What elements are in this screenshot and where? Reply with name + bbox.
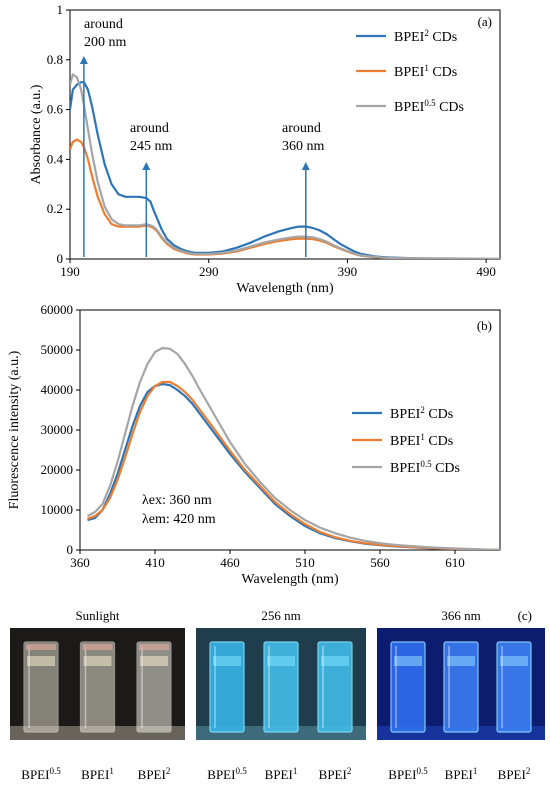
cuvette-label: BPEI0.5 [21, 766, 61, 782]
cuvette-meniscus [267, 656, 295, 666]
cuvette-meniscus [500, 656, 528, 666]
photo-panel: (c) Sunlight BPEI0.5 BPEI1 BPEI2 256 nm BPEI0.… [10, 608, 545, 782]
series-line-0.5 [70, 73, 500, 259]
x-axis-title: Wavelength (nm) [236, 281, 334, 296]
x-tick-label: 360 [70, 555, 90, 570]
cuvette-label: BPEI2 [138, 766, 171, 782]
panel-label: (a) [478, 14, 492, 29]
cuvette [390, 641, 426, 733]
cuvette-label: BPEI2 [319, 766, 352, 782]
y-tick-label: 0.4 [47, 151, 64, 166]
legend-entry: BPEI0.5 CDs [390, 459, 460, 476]
panel-label: (b) [477, 318, 492, 333]
x-tick-label: 610 [445, 555, 465, 570]
annotation-arrowhead [142, 162, 151, 170]
cuvette [23, 641, 59, 733]
y-tick-label: 20000 [41, 462, 74, 477]
cuvette [496, 641, 532, 733]
y-axis-title: Fluorescence intensity (a.u.) [7, 350, 22, 509]
photo-2: 366 nm BPEI0.5 BPEI1 BPEI2 [377, 608, 545, 782]
legend-entry: BPEI0.5 CDs [394, 98, 464, 115]
cuvette-label: BPEI2 [498, 766, 531, 782]
photo-title: 366 nm [441, 608, 480, 623]
annotation-arrowhead [301, 162, 310, 170]
legend-entry: BPEI2 CDs [390, 405, 453, 422]
x-tick-label: 560 [370, 555, 390, 570]
photo-title: Sunlight [75, 608, 119, 623]
cuvette-meniscus [27, 656, 55, 666]
annotation-arrowhead [79, 56, 88, 64]
photo-0: Sunlight BPEI0.5 BPEI1 BPEI2 [10, 608, 185, 782]
legend-entry: BPEI2 CDs [394, 28, 457, 45]
annotation-label: around [282, 121, 321, 136]
annotation-label: 360 nm [282, 139, 325, 154]
series-line-0.5 [86, 346, 500, 550]
annotation-label: 245 nm [130, 139, 173, 154]
cuvette-rim [26, 644, 56, 650]
cuvette-rim [82, 644, 113, 650]
annotation-label: around [130, 121, 169, 136]
cuvette-label: BPEI0.5 [388, 766, 428, 782]
cuvette [136, 641, 172, 733]
cuvette-label: BPEI0.5 [207, 766, 247, 782]
y-tick-label: 30000 [41, 422, 74, 437]
chart-a: 0 0.2 0.4 0.6 0.8 1 190 290 390 490 Wavelength (nm… [29, 2, 501, 296]
legend-entry: BPEI1 CDs [394, 63, 457, 80]
x-axis-title: Wavelength (nm) [241, 572, 339, 587]
excitation-note: λex: 360 nm [142, 493, 212, 508]
series-line-1 [70, 138, 500, 259]
cuvette [443, 641, 479, 733]
plot-frame [69, 9, 501, 260]
x-tick-label: 390 [338, 264, 358, 279]
excitation-note: λem: 420 nm [142, 512, 216, 527]
y-tick-label: 0.8 [47, 52, 63, 67]
y-axis-title: Absorbance (a.u.) [29, 84, 44, 184]
x-tick-label: 290 [199, 264, 219, 279]
photo-1: 256 nm BPEI0.5 BPEI1 BPEI2 [196, 608, 366, 782]
y-tick-label: 60000 [41, 302, 74, 317]
chart-b: 0 10000 20000 30000 40000 50000 60000 360 410 460… [7, 302, 501, 587]
cuvette-rim [139, 644, 169, 650]
cuvette-meniscus [447, 656, 475, 666]
x-tick-label: 460 [220, 555, 240, 570]
y-tick-label: 1 [57, 2, 64, 17]
x-tick-label: 510 [295, 555, 315, 570]
panel-label: (c) [518, 608, 532, 623]
y-tick-label: 0.6 [47, 102, 64, 117]
cuvette-meniscus [140, 656, 168, 666]
photo-title: 256 nm [261, 608, 300, 623]
cuvette-label: BPEI1 [81, 766, 114, 782]
cuvette-meniscus [394, 656, 422, 666]
y-tick-label: 0.2 [47, 201, 63, 216]
cuvette [209, 641, 245, 733]
y-tick-label: 10000 [41, 502, 74, 517]
x-tick-label: 490 [476, 264, 496, 279]
y-tick-label: 0 [67, 542, 74, 557]
cuvette [79, 641, 116, 733]
y-tick-label: 50000 [41, 342, 74, 357]
series-line-2 [70, 81, 500, 259]
cuvette-meniscus [83, 656, 112, 666]
annotation-label: 200 nm [84, 35, 127, 50]
cuvette-meniscus [213, 656, 241, 666]
cuvette [263, 641, 299, 733]
legend-entry: BPEI1 CDs [390, 432, 453, 449]
cuvette [317, 641, 353, 733]
cuvette-label: BPEI1 [445, 766, 478, 782]
x-tick-label: 410 [145, 555, 165, 570]
y-tick-label: 40000 [41, 382, 74, 397]
annotation-label: around [84, 17, 123, 32]
cuvette-meniscus [321, 656, 349, 666]
cuvette-label: BPEI1 [265, 766, 298, 782]
y-tick-label: 0 [57, 251, 64, 266]
x-tick-label: 190 [60, 264, 80, 279]
